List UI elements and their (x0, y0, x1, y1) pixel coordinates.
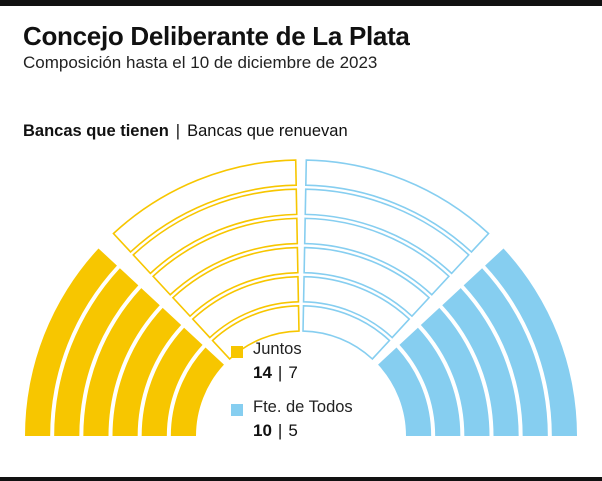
seat-juntos-outline-3 (171, 246, 299, 318)
chart-title: Concejo Deliberante de La Plata (23, 21, 410, 51)
top-rule (0, 0, 602, 6)
legend-renew-label: Bancas que renuevan (187, 122, 348, 140)
seats-renewing-fte-de-todos: 5 (288, 421, 298, 440)
seat-juntos-held-1 (170, 347, 224, 436)
legend-swatch-juntos (231, 346, 243, 358)
values-separator-juntos: | (277, 363, 283, 382)
legend-header: Bancas que tienen | Bancas que renuevan (23, 122, 348, 141)
seat-todos-outline-6 (304, 159, 490, 254)
seat-todos-held-5 (463, 268, 548, 436)
seat-juntos-outline-5 (132, 188, 298, 275)
seat-juntos-outline-6 (112, 159, 298, 254)
seat-juntos-outline-2 (191, 275, 300, 339)
legend-header-separator: | (175, 122, 181, 140)
legend-swatch-fte-de-todos (231, 404, 243, 416)
seats-held-fte-de-todos: 10 (253, 421, 272, 440)
seat-juntos-held-4 (83, 288, 160, 436)
legend-name-fte-de-todos: Fte. de Todos (253, 398, 353, 416)
seat-todos-held-1 (378, 347, 432, 436)
values-separator-fte-de-todos: | (277, 421, 283, 440)
seat-juntos-outline-1 (211, 305, 300, 361)
seat-juntos-held-6 (25, 248, 117, 436)
seat-todos-outline-4 (303, 217, 451, 296)
seat-todos-outline-3 (303, 246, 431, 318)
seat-todos-outline-5 (304, 188, 470, 275)
seat-todos-held-3 (420, 307, 490, 436)
seat-juntos-outline-4 (151, 217, 299, 296)
seat-todos-outline-2 (302, 275, 411, 339)
seat-todos-held-2 (399, 327, 461, 436)
legend-values-juntos: 14 | 7 (253, 363, 298, 383)
seats-renewing-juntos: 7 (288, 363, 298, 382)
seat-todos-held-6 (485, 248, 577, 436)
chart-subtitle: Composición hasta el 10 de diciembre de … (23, 53, 378, 72)
legend-values-fte-de-todos: 10 | 5 (253, 421, 298, 441)
seats-held-juntos: 14 (253, 363, 272, 382)
bottom-rule (0, 477, 602, 481)
seat-juntos-held-5 (54, 268, 139, 436)
legend-held-label: Bancas que tienen (23, 122, 169, 140)
seat-todos-held-4 (442, 288, 519, 436)
seat-juntos-held-3 (112, 307, 182, 436)
legend-name-juntos: Juntos (253, 340, 302, 358)
seat-juntos-held-2 (141, 327, 203, 436)
seat-todos-outline-1 (302, 305, 391, 361)
